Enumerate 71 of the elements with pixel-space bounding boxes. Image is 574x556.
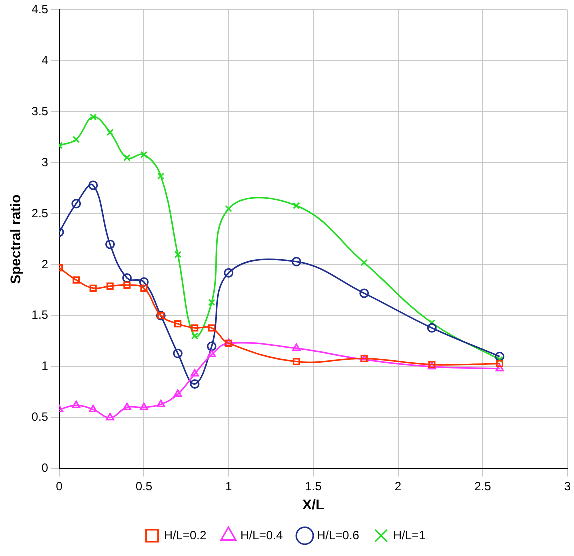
point (106, 128, 114, 136)
point (89, 404, 98, 412)
point (140, 402, 148, 410)
point (293, 202, 300, 210)
point (72, 136, 80, 144)
y-tick-label: 1 (42, 359, 49, 374)
y-tick-label: 3.5 (32, 104, 49, 118)
y-axis-title: Spectral ratio (7, 194, 24, 284)
point (225, 205, 232, 213)
point (72, 400, 81, 408)
x-tick-label: 2.5 (474, 479, 492, 494)
x-tick-label: 1 (226, 479, 233, 494)
point (174, 251, 182, 258)
point (293, 358, 300, 366)
point (158, 172, 165, 180)
y-tick-label: 0.5 (32, 410, 49, 424)
legend-label: H/L=0.4 (240, 528, 284, 542)
point (495, 352, 505, 362)
point (90, 284, 97, 292)
point (224, 268, 234, 278)
point (139, 278, 149, 288)
point (106, 240, 116, 250)
x-tick-label: 3 (564, 479, 572, 494)
point (140, 151, 148, 158)
legend-label: H/L=0.6 (317, 528, 360, 542)
point (191, 324, 199, 332)
point (208, 350, 216, 358)
x-tick-label: 0 (56, 479, 64, 494)
y-tick-label: 3 (42, 155, 49, 170)
point (124, 154, 131, 162)
point (208, 324, 216, 332)
point (72, 199, 82, 209)
y-tick-label: 0 (42, 461, 49, 476)
point (190, 379, 200, 389)
point (174, 320, 182, 328)
point (427, 323, 437, 333)
x-tick-label: 0.5 (136, 479, 153, 494)
point (156, 400, 166, 408)
x-tick-label: 2 (394, 479, 402, 494)
point (496, 356, 504, 364)
point (173, 348, 183, 358)
y-tick-label: 2.5 (32, 206, 49, 220)
y-tick-label: 4 (42, 53, 49, 68)
point (207, 342, 217, 352)
point (292, 257, 302, 267)
point (72, 276, 80, 284)
point (190, 369, 200, 377)
legend-label: H/L=0.2 (164, 528, 207, 542)
point (496, 364, 504, 372)
x-axis-title: X/L (302, 496, 325, 512)
point (90, 114, 97, 121)
x-tick-label: 1.5 (305, 479, 322, 494)
point (496, 360, 504, 368)
point (174, 390, 182, 398)
point (140, 284, 148, 292)
legend-label: H/L=1 (393, 528, 426, 542)
point (106, 282, 114, 290)
point (360, 259, 368, 267)
point (208, 299, 216, 306)
point (123, 402, 132, 410)
point (428, 319, 436, 327)
point (106, 413, 115, 421)
point (360, 288, 370, 298)
point (191, 332, 199, 340)
point (122, 273, 132, 283)
y-tick-label: 4.5 (32, 2, 49, 17)
point (292, 344, 301, 352)
y-tick-label: 1.5 (32, 308, 49, 322)
y-tick-label: 2 (42, 257, 49, 272)
point (124, 282, 131, 289)
point (88, 180, 98, 190)
